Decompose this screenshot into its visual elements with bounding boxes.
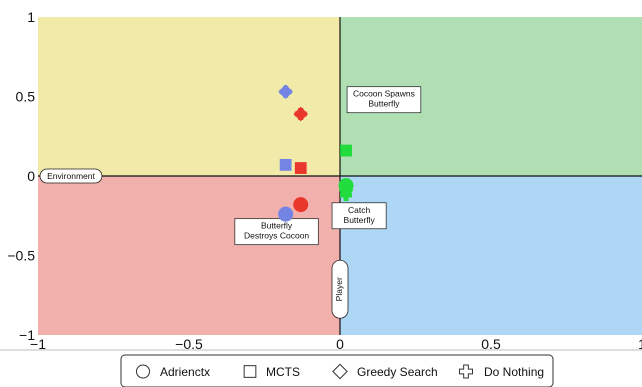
annotation-box-bg bbox=[234, 218, 319, 246]
legend-marker-square bbox=[243, 365, 257, 378]
data-point-cross bbox=[294, 107, 307, 120]
data-point-circle bbox=[278, 206, 294, 222]
annotation-text: Destroys Cocoon bbox=[244, 231, 309, 241]
data-point-square bbox=[294, 162, 307, 174]
legend-label: Adrienctx bbox=[160, 365, 210, 379]
x-axis-label-text: Environment bbox=[47, 171, 95, 181]
x-tick-label: 0 bbox=[336, 336, 344, 352]
legend-item: Adrienctx bbox=[136, 364, 210, 379]
annotation-text: Cocoon Spawns bbox=[353, 89, 415, 99]
y-tick-label: 1 bbox=[27, 9, 35, 25]
data-points bbox=[278, 84, 354, 222]
y-axis-label-text: Player bbox=[334, 277, 344, 301]
legend-item: MCTS bbox=[243, 365, 300, 379]
data-point-cross bbox=[340, 189, 353, 202]
y-axis-label: Player bbox=[331, 259, 349, 319]
y-tick-label: 0.5 bbox=[16, 89, 36, 105]
legend-marker-circle bbox=[136, 364, 150, 379]
legend-label: Do Nothing bbox=[484, 365, 544, 379]
legend-marker-diamond bbox=[332, 363, 348, 380]
data-point-cross bbox=[279, 85, 292, 98]
x-tick-label: −0.5 bbox=[175, 336, 203, 352]
legend-label: MCTS bbox=[266, 365, 300, 379]
legend-label: Greedy Search bbox=[357, 365, 438, 379]
quadrant-bottom-right bbox=[340, 176, 642, 335]
annotation-text: Catch bbox=[348, 205, 370, 215]
axis-label-group: Environment Player bbox=[39, 168, 349, 319]
annotation-text: Butterfly bbox=[368, 99, 400, 109]
tick-labels: −1 −0.5 0 0.5 1 1 0.5 0 −0.5 −1 bbox=[7, 9, 642, 352]
legend-item: Do Nothing bbox=[459, 364, 544, 379]
data-point-circle bbox=[293, 197, 309, 213]
annotation-text: Butterfly bbox=[261, 221, 293, 231]
data-point-square bbox=[279, 158, 292, 171]
x-axis-label-badge bbox=[39, 168, 103, 184]
x-tick-label: 1 bbox=[638, 336, 642, 352]
x-tick-label: −1 bbox=[30, 336, 46, 352]
x-tick-label: 0.5 bbox=[481, 336, 501, 352]
y-tick-label: −1 bbox=[19, 327, 35, 343]
y-axis-label-badge bbox=[331, 259, 349, 319]
annotation-text: Butterfly bbox=[344, 215, 376, 225]
legend-item: Greedy Search bbox=[332, 363, 438, 380]
x-axis-label: Environment bbox=[39, 168, 103, 184]
quadrant-top-left bbox=[38, 17, 340, 176]
y-tick-label: 0 bbox=[27, 168, 35, 184]
annotation-group: Cocoon SpawnsButterflyButterflyDestroys … bbox=[234, 86, 422, 246]
quadrant-bottom-left bbox=[38, 176, 340, 335]
legend: Adrienctx MCTS Greedy Search Do Nothing bbox=[120, 354, 554, 387]
quadrant-backgrounds bbox=[38, 17, 642, 335]
y-tick-label: −0.5 bbox=[7, 248, 35, 264]
annotation-box-bg bbox=[331, 202, 387, 230]
data-point-square bbox=[340, 144, 352, 157]
annotation-box-bg bbox=[346, 86, 422, 114]
legend-marker-cross bbox=[459, 364, 473, 379]
